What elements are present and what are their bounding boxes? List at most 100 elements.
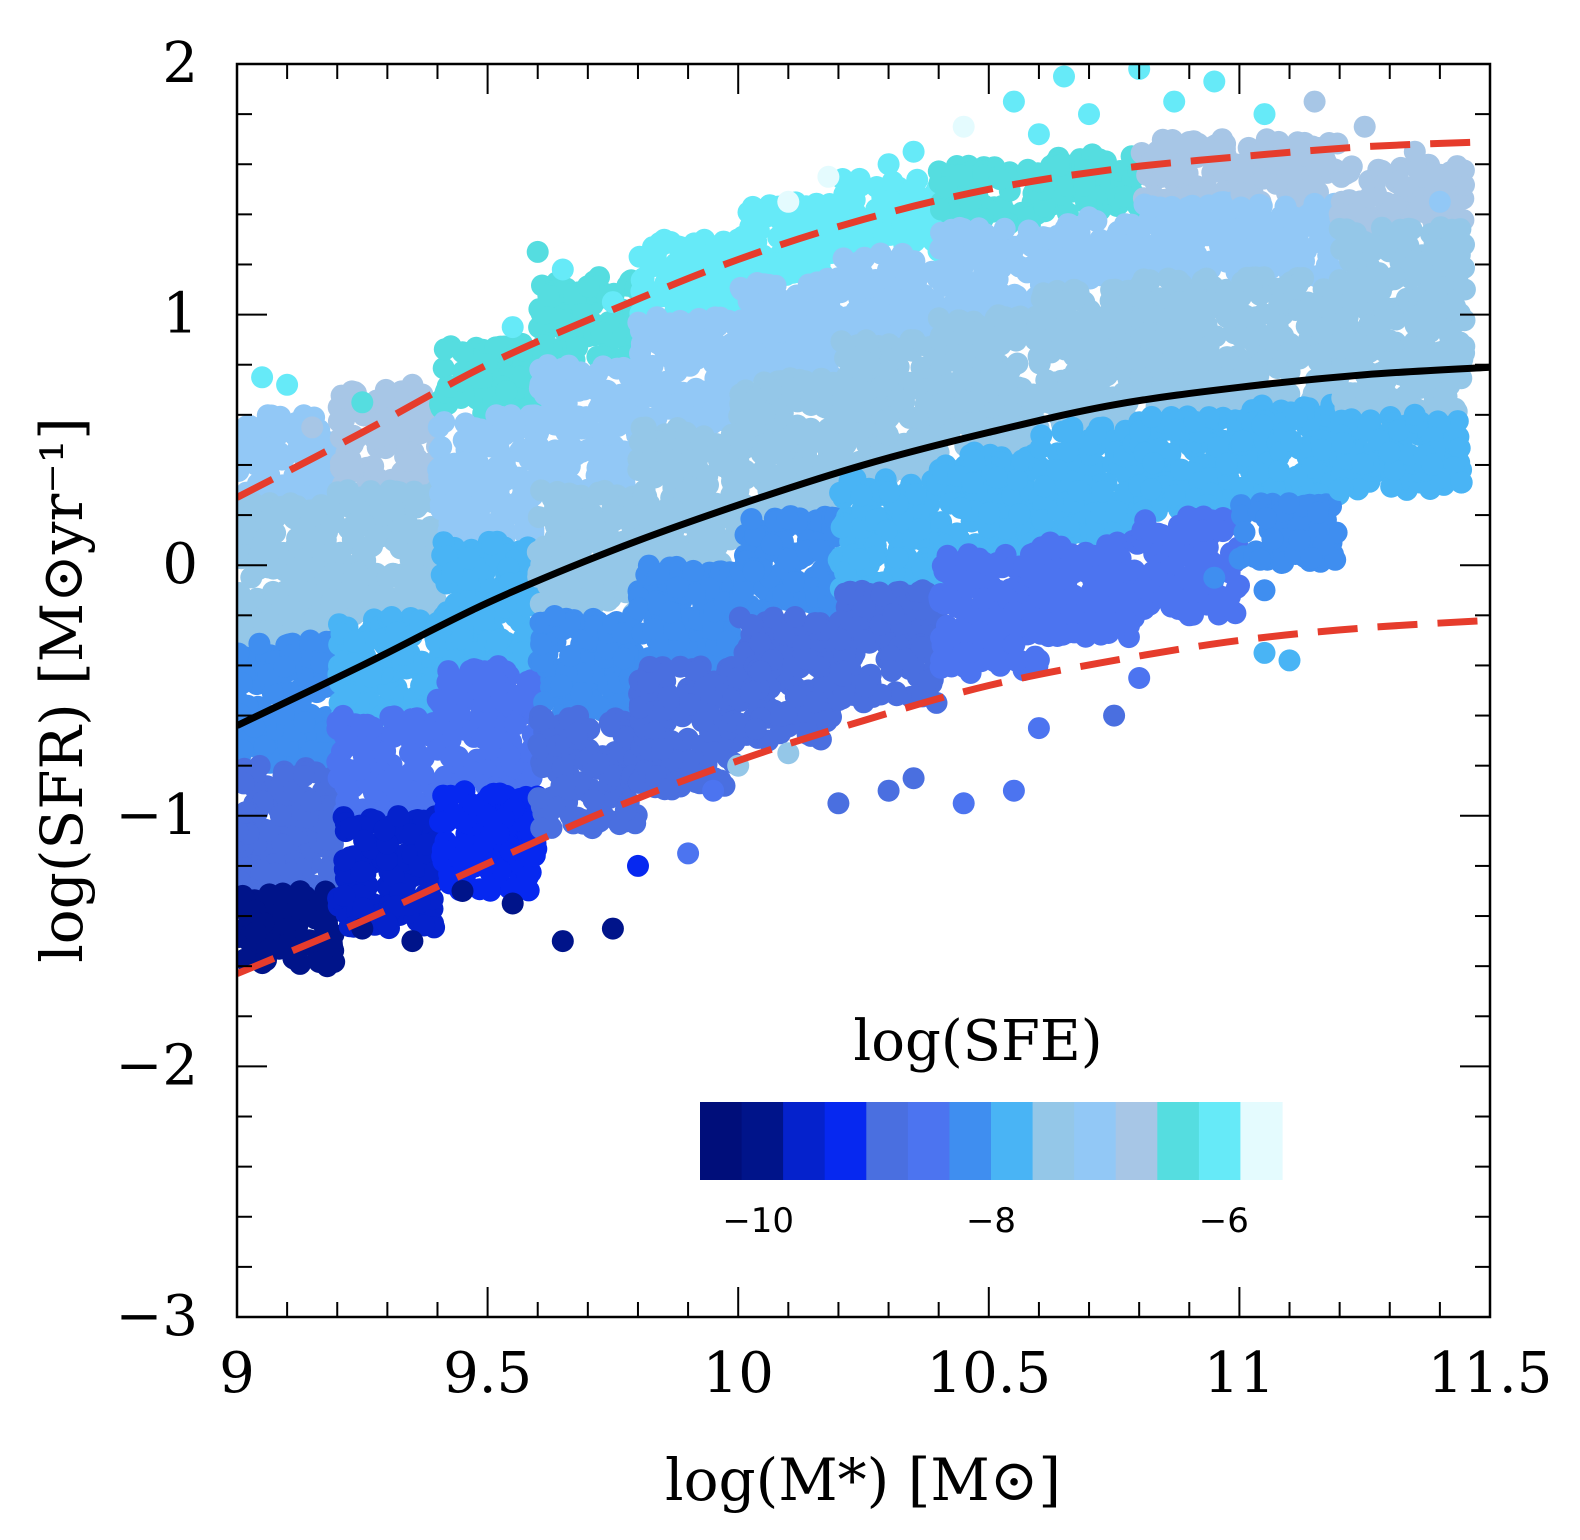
scatter-point bbox=[1006, 468, 1029, 491]
scatter-point bbox=[961, 472, 984, 494]
scatter-point bbox=[386, 769, 409, 791]
scatter-point bbox=[477, 470, 500, 493]
scatter-point bbox=[382, 423, 405, 446]
scatter-point bbox=[399, 823, 422, 845]
scatter-point bbox=[930, 324, 952, 347]
scatter-point bbox=[882, 603, 905, 626]
scatter-point bbox=[359, 665, 382, 688]
scatter-point bbox=[310, 494, 333, 517]
scatter-point bbox=[559, 645, 582, 667]
scatter-point bbox=[413, 914, 436, 937]
scatter-point bbox=[489, 493, 512, 516]
scatter-point bbox=[432, 357, 455, 380]
scatter-point bbox=[332, 758, 354, 781]
scatter-point bbox=[808, 539, 831, 562]
scatter-point bbox=[530, 633, 553, 656]
scatter-point bbox=[686, 480, 709, 503]
scatter-point bbox=[506, 502, 529, 525]
scatter-point bbox=[253, 735, 276, 758]
scatter-point bbox=[433, 338, 456, 361]
scatter-point bbox=[847, 422, 870, 445]
scatter-point bbox=[286, 527, 309, 550]
scatter-point bbox=[310, 651, 333, 674]
scatter-point bbox=[300, 583, 323, 606]
scatter-point bbox=[337, 517, 360, 540]
scatter-point bbox=[635, 384, 658, 407]
scatter-point bbox=[683, 335, 706, 358]
scatter-point bbox=[448, 846, 471, 869]
scatter-point bbox=[908, 581, 931, 603]
scatter-point bbox=[598, 711, 621, 734]
scatter-point bbox=[475, 724, 498, 747]
scatter-point bbox=[387, 805, 410, 828]
scatter-point bbox=[302, 535, 325, 558]
scatter-point bbox=[949, 164, 971, 187]
scatter-point bbox=[977, 627, 1000, 650]
scatter-point bbox=[647, 562, 670, 585]
scatter-point bbox=[532, 707, 555, 730]
scatter-point bbox=[343, 630, 366, 653]
scatter-point bbox=[550, 674, 573, 697]
scatter-point bbox=[385, 621, 408, 644]
scatter-point bbox=[935, 614, 958, 637]
scatter-point bbox=[263, 556, 286, 579]
scatter-point bbox=[485, 404, 508, 427]
scatter-point bbox=[382, 562, 405, 585]
scatter-point bbox=[430, 436, 453, 458]
scatter-point bbox=[414, 833, 437, 856]
scatter-point bbox=[987, 579, 1010, 602]
scatter-point bbox=[784, 685, 807, 708]
scatter-point bbox=[433, 411, 456, 434]
scatter-point bbox=[835, 375, 858, 398]
scatter-point bbox=[793, 334, 816, 357]
scatter-point bbox=[306, 604, 329, 627]
scatter-point bbox=[831, 443, 854, 466]
scatter-point bbox=[399, 548, 422, 571]
scatter-point bbox=[870, 584, 893, 607]
scatter-point bbox=[855, 675, 878, 698]
scatter-point bbox=[479, 823, 502, 846]
scatter-point bbox=[875, 409, 898, 432]
scatter-point bbox=[959, 222, 982, 245]
scatter-point bbox=[587, 481, 610, 504]
scatter-point bbox=[484, 336, 507, 359]
scatter-point bbox=[363, 484, 386, 507]
scatter-point bbox=[333, 849, 356, 872]
scatter-point bbox=[1006, 352, 1029, 375]
scatter-point bbox=[939, 563, 962, 586]
scatter-point bbox=[375, 911, 398, 934]
scatter-point bbox=[428, 691, 451, 714]
scatter-point bbox=[472, 609, 495, 631]
scatter-point bbox=[760, 378, 783, 401]
scatter-point bbox=[651, 738, 674, 761]
scatter-point bbox=[899, 254, 922, 277]
scatter-point bbox=[985, 466, 1008, 489]
scatter-point bbox=[666, 576, 689, 599]
scatter-point bbox=[753, 402, 776, 425]
scatter-point bbox=[264, 506, 287, 529]
scatter-point bbox=[293, 711, 316, 734]
scatter-point bbox=[573, 378, 596, 401]
scatter-point bbox=[350, 860, 373, 883]
scatter-point bbox=[237, 672, 253, 695]
scatter-point bbox=[878, 481, 901, 503]
scatter-point bbox=[237, 801, 257, 824]
scatter-point bbox=[946, 270, 969, 293]
scatter-point bbox=[408, 422, 431, 445]
scatter-point bbox=[239, 447, 261, 470]
scatter-point bbox=[396, 450, 419, 472]
scatter-point bbox=[949, 497, 972, 519]
scatter-point bbox=[939, 396, 962, 419]
scatter-point bbox=[594, 395, 617, 418]
scatter-point bbox=[256, 937, 279, 960]
scatter-point bbox=[352, 897, 375, 920]
scatter-point bbox=[786, 376, 809, 399]
scatter-point bbox=[283, 600, 306, 623]
scatter-point bbox=[850, 484, 873, 507]
scatter-point bbox=[562, 531, 585, 554]
scatter-point bbox=[539, 368, 561, 391]
scatter-point bbox=[547, 514, 570, 537]
scatter-point bbox=[537, 284, 560, 307]
scatter-point bbox=[244, 921, 267, 944]
scatter-point bbox=[375, 849, 398, 871]
